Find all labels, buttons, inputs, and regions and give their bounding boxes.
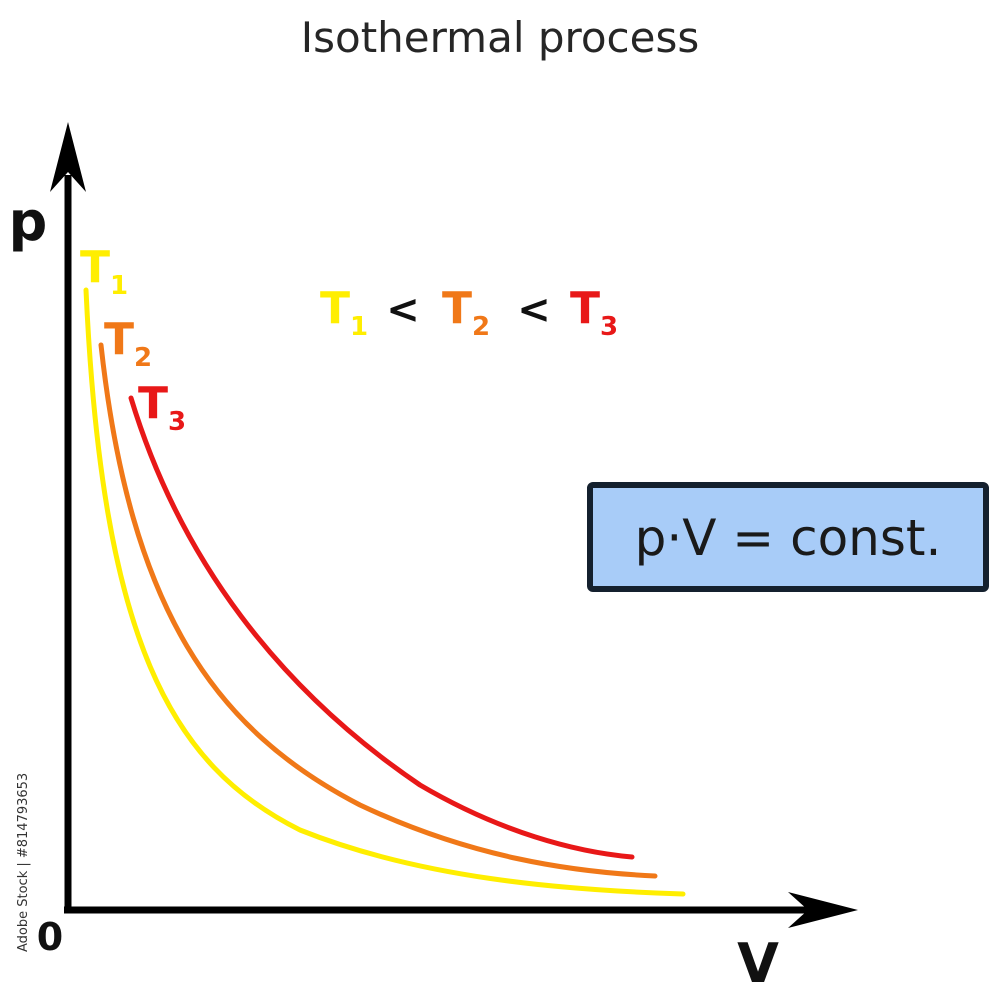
relation-operator-1: < bbox=[386, 287, 420, 333]
curve-label-t1: T1 bbox=[80, 242, 128, 301]
relation-term-t1: T1 bbox=[320, 283, 368, 342]
curve-label-t3: T3 bbox=[138, 378, 186, 437]
y-axis-label: p bbox=[9, 190, 48, 253]
x-axis-label: V bbox=[737, 932, 779, 995]
equation-box-frame bbox=[587, 482, 989, 592]
curve-label-t2: T2 bbox=[104, 314, 152, 373]
x-axis-arrow-icon bbox=[788, 892, 858, 928]
isotherm-curve-t1 bbox=[83, 287, 686, 897]
axes: p V 0 bbox=[9, 122, 858, 995]
equation-text: p·V = const. bbox=[635, 509, 942, 567]
relation-term-t3: T3 bbox=[570, 283, 618, 342]
origin-label: 0 bbox=[37, 915, 63, 959]
relation-term-t2: T2 bbox=[442, 283, 490, 342]
equation-box: p·V = const. bbox=[587, 482, 989, 592]
y-axis-arrow-icon bbox=[50, 122, 86, 192]
watermark-text: Adobe Stock | #814793653 bbox=[16, 773, 31, 952]
diagram-title: Isothermal process bbox=[301, 13, 700, 62]
temperature-relation: T1 < T2 < T3 bbox=[320, 283, 618, 342]
isotherm-curves bbox=[83, 287, 686, 897]
isotherm-curve-t3 bbox=[128, 395, 635, 860]
curve-labels: T1 T2 T3 bbox=[80, 242, 186, 437]
isotherm-curve-t2 bbox=[98, 342, 658, 879]
relation-operator-2: < bbox=[517, 287, 551, 333]
